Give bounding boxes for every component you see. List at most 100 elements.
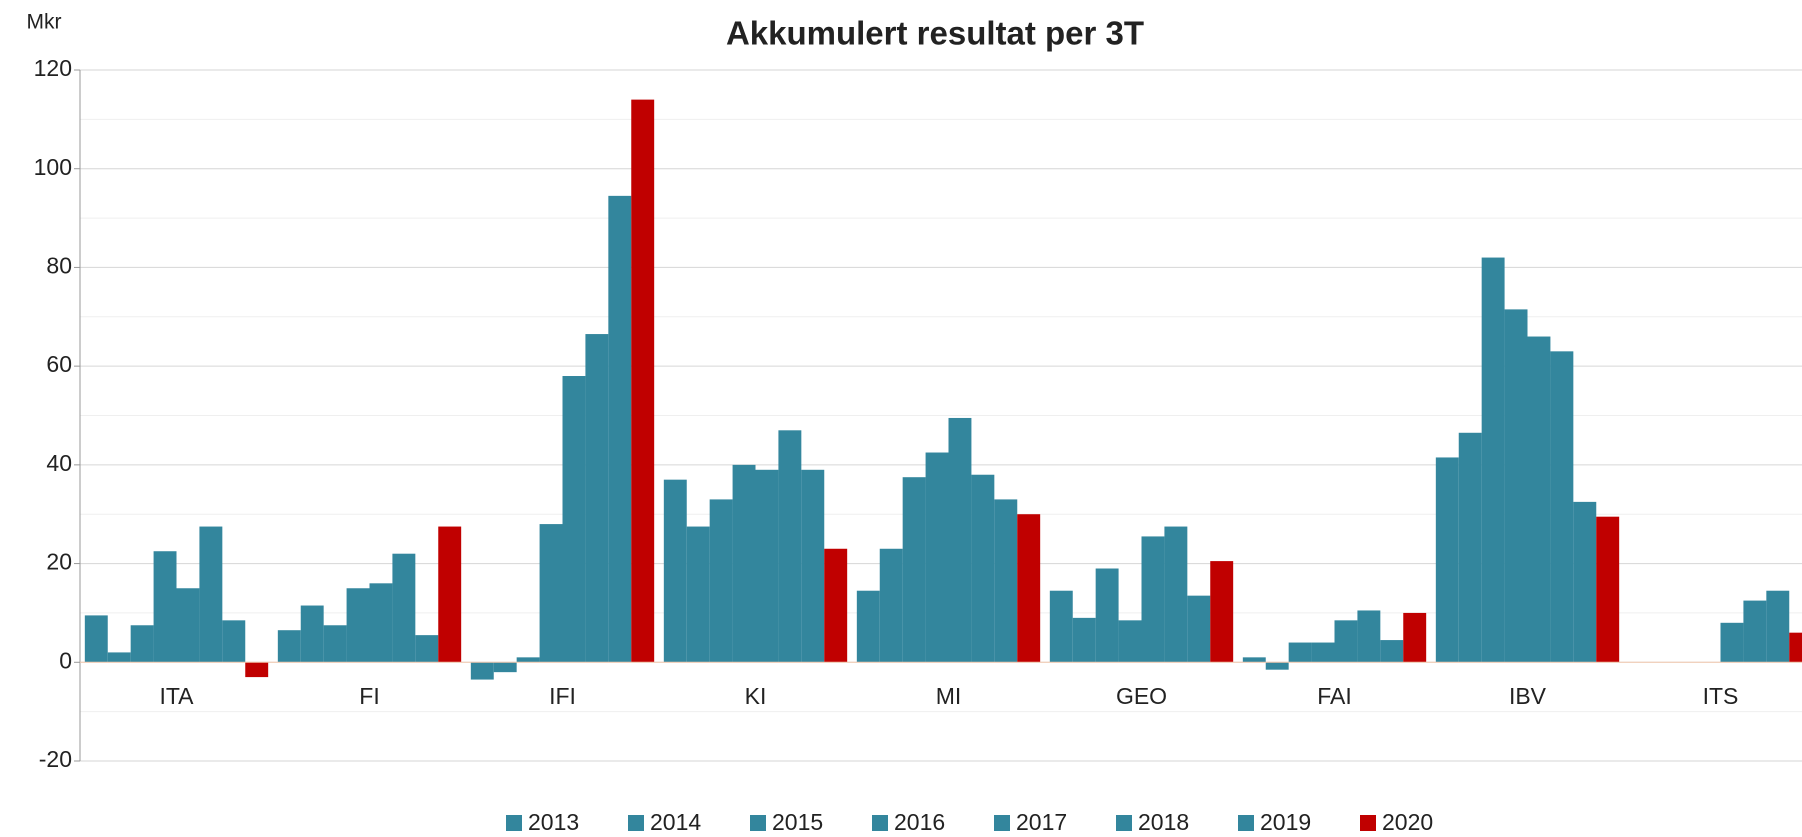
bar (1403, 612, 1427, 663)
x-tick-label: KI (745, 683, 767, 709)
legend-label: 2014 (650, 809, 701, 835)
y-tick-label: 40 (46, 450, 72, 476)
legend-swatch (628, 815, 644, 831)
bar (84, 615, 108, 663)
bar (902, 477, 926, 663)
x-tick-label: FAI (1317, 683, 1352, 709)
legend-swatch (1116, 815, 1132, 831)
bar (1095, 568, 1119, 663)
bar (824, 548, 848, 663)
bar (1265, 662, 1289, 670)
bar (176, 588, 200, 663)
bar (516, 657, 540, 663)
bar (323, 625, 347, 663)
bar (925, 452, 949, 663)
x-tick-label: IFI (549, 683, 576, 709)
x-tick-label: GEO (1116, 683, 1167, 709)
bar (300, 605, 324, 663)
bar (1527, 336, 1551, 663)
legend-swatch (994, 815, 1010, 831)
legend-label: 2016 (894, 809, 945, 835)
bar (1357, 610, 1381, 663)
bar (1789, 632, 1802, 663)
bar (1743, 600, 1767, 663)
legend-label: 2018 (1138, 809, 1189, 835)
bar (107, 652, 131, 663)
bar (1049, 590, 1073, 663)
y-tick-label: 60 (46, 351, 72, 377)
legend-label: 2015 (772, 809, 823, 835)
bar (1072, 617, 1096, 663)
bar (585, 334, 609, 663)
y-tick-label: 100 (34, 154, 72, 180)
bar (1187, 595, 1211, 663)
x-tick-label: FI (359, 683, 379, 709)
bar (856, 590, 880, 663)
x-tick-label: MI (936, 683, 962, 709)
legend-label: 2019 (1260, 809, 1311, 835)
bar (948, 417, 972, 663)
bar (245, 662, 269, 678)
y-axis-label: Mkr (27, 11, 62, 34)
bar (493, 662, 517, 673)
legend-label: 2017 (1016, 809, 1067, 835)
bar (1017, 514, 1041, 663)
y-tick-label: 120 (34, 55, 72, 81)
bar (1573, 501, 1597, 663)
bar (1334, 620, 1358, 663)
bar (971, 474, 995, 663)
bar (1288, 642, 1312, 663)
x-tick-label: IBV (1509, 683, 1547, 709)
bar (1720, 622, 1744, 663)
bar (1550, 351, 1574, 663)
bar (1118, 620, 1142, 663)
bar (663, 479, 687, 663)
bar (346, 588, 370, 663)
legend-swatch (506, 815, 522, 831)
bar (369, 583, 393, 663)
legend-label: 2013 (528, 809, 579, 835)
x-tick-label: ITS (1703, 683, 1739, 709)
bar (130, 625, 154, 663)
bar (1766, 590, 1790, 663)
bar (709, 499, 733, 663)
legend-swatch (1360, 815, 1376, 831)
bar (778, 430, 802, 663)
bar (153, 551, 177, 663)
legend-swatch (750, 815, 766, 831)
bar (1596, 516, 1620, 663)
bar (1164, 526, 1188, 663)
bar (438, 526, 462, 663)
x-tick-label: ITA (159, 683, 194, 709)
legend-swatch (1238, 815, 1254, 831)
bar (994, 499, 1018, 663)
bar (562, 376, 586, 663)
bar (392, 553, 416, 663)
y-tick-label: 80 (46, 253, 72, 279)
bar (222, 620, 246, 663)
bar (1380, 640, 1404, 663)
bar (631, 99, 655, 663)
bar (1481, 257, 1505, 663)
bar (277, 630, 301, 663)
y-tick-label: 20 (46, 549, 72, 575)
chart-title: Akkumulert resultat per 3T (726, 15, 1144, 52)
bar (1210, 561, 1234, 663)
bar (539, 524, 563, 663)
bar (732, 464, 756, 663)
bar (686, 526, 710, 663)
bar (1311, 642, 1335, 663)
bar (199, 526, 223, 663)
bar (755, 469, 779, 663)
bar (1435, 457, 1459, 663)
bar (470, 662, 494, 680)
legend-swatch (872, 815, 888, 831)
bar (415, 635, 439, 663)
bar (879, 548, 903, 663)
bar (1504, 309, 1528, 663)
y-tick-label: 0 (59, 647, 72, 673)
bar (1141, 536, 1165, 663)
bar (1242, 657, 1266, 663)
bar (1458, 432, 1482, 663)
